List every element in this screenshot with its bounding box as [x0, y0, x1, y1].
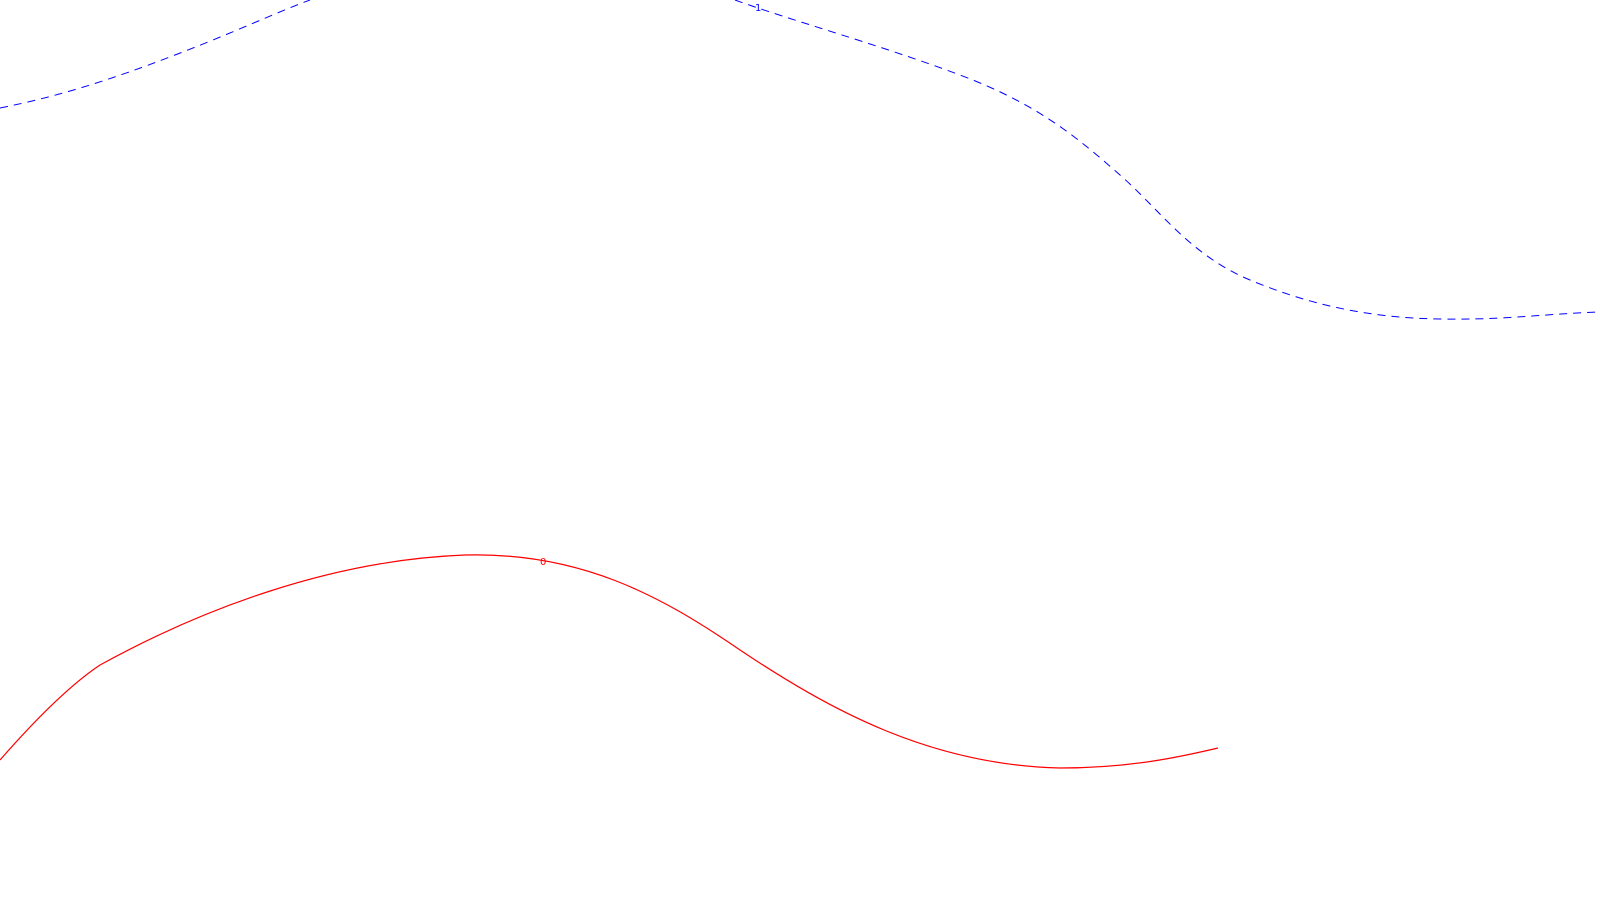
curve-1-label: 1: [755, 3, 761, 14]
curve-1-right-segment: [734, 0, 1600, 320]
curve-0-label: 0: [540, 557, 546, 568]
curve-0-line: [0, 554, 1219, 769]
curve-1-left-segment: [0, 0, 311, 109]
